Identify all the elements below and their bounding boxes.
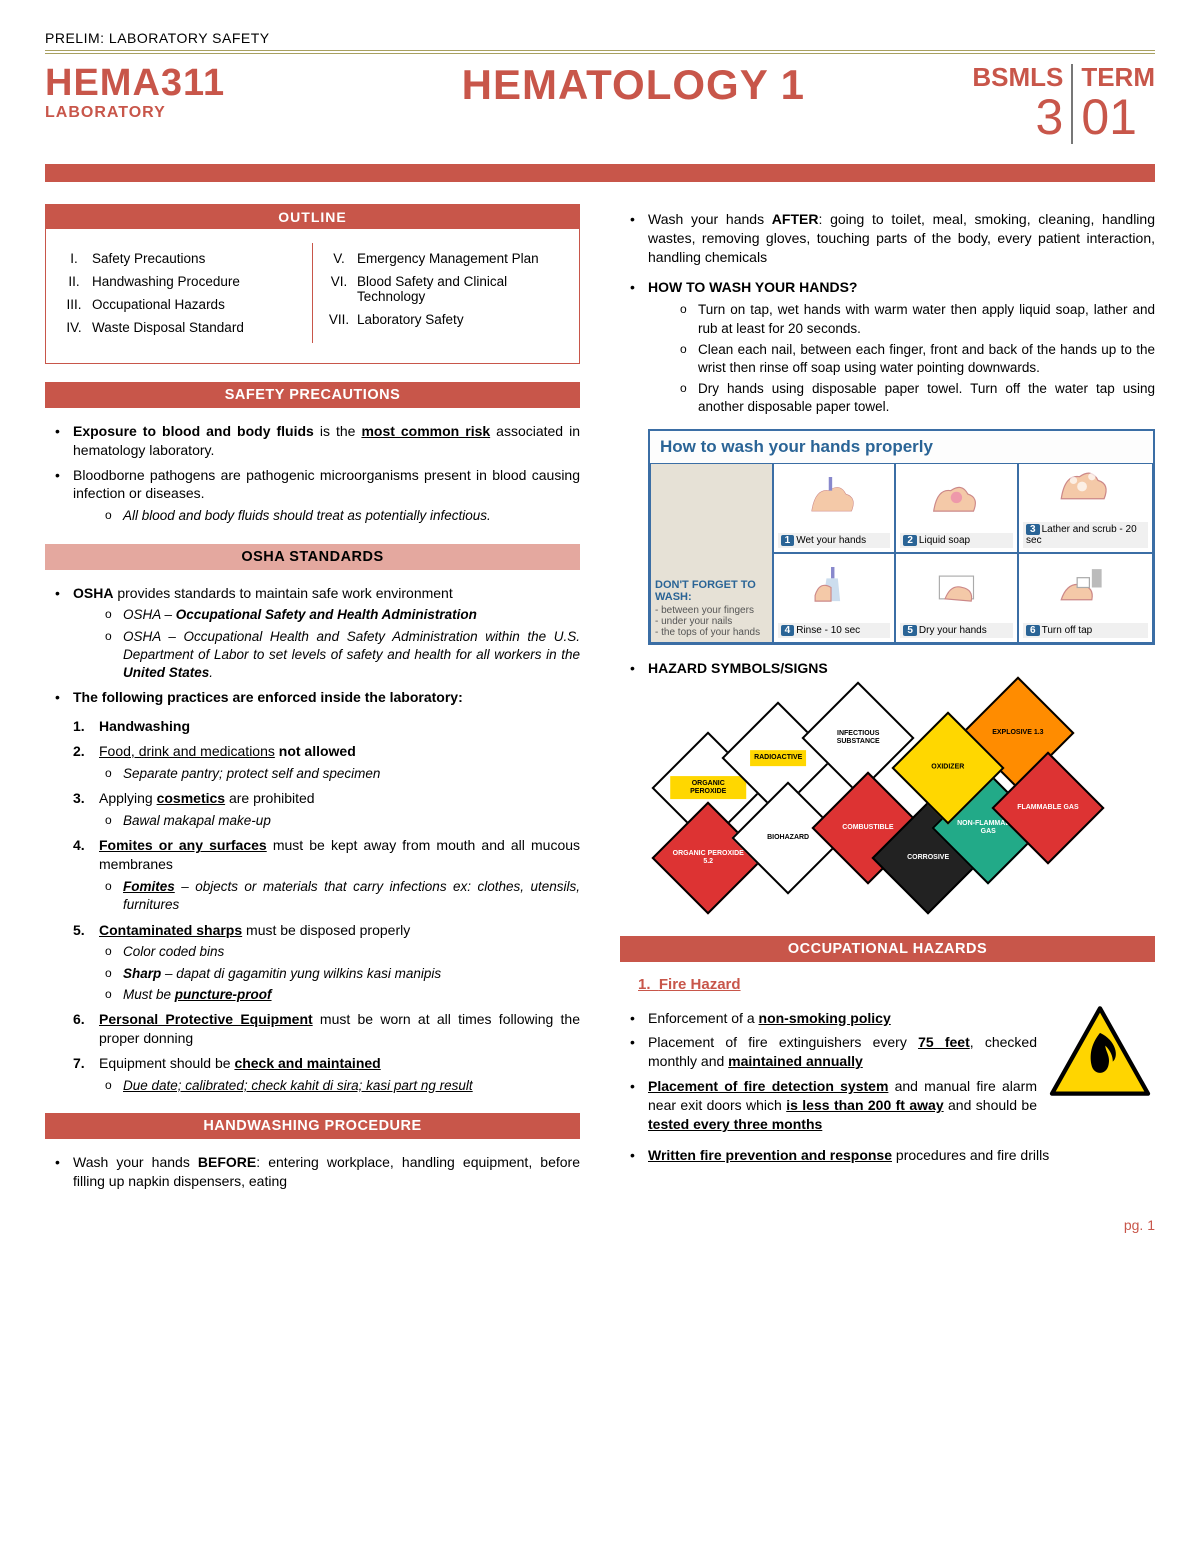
- sub-item: Fomites – objects or materials that carr…: [73, 878, 580, 914]
- list-item: HAZARD SYMBOLS/SIGNS: [620, 659, 1155, 678]
- howto-list: HOW TO WASH YOUR HANDS? Turn on tap, wet…: [620, 278, 1155, 416]
- sub-item: Due date; calibrated; check kahit di sir…: [73, 1077, 580, 1095]
- fire-list: Enforcement of a non-smoking policy Plac…: [620, 1009, 1037, 1134]
- sub-item: Color coded bins: [73, 943, 580, 961]
- hr-top-1: [45, 50, 1155, 51]
- fig-cell-5: 5Dry your hands: [895, 553, 1018, 643]
- outline-left: I.Safety Precautions II.Handwashing Proc…: [56, 243, 304, 343]
- num-item: Personal Protective Equipment must be wo…: [73, 1010, 580, 1048]
- figure-grid: 1Wet your hands 2Liquid soap 3Lather and…: [650, 463, 1153, 643]
- sub-item: Dry hands using disposable paper towel. …: [648, 380, 1155, 416]
- num-item: Handwashing: [73, 717, 580, 736]
- fig-cell-1: 1Wet your hands: [773, 463, 896, 553]
- sub-item: Must be puncture-proof: [73, 986, 580, 1004]
- list-item: Bloodborne pathogens are pathogenic micr…: [45, 466, 580, 526]
- fig-cell-3: 3Lather and scrub - 20 sec: [1018, 463, 1153, 553]
- list-item: Wash your hands BEFORE: entering workpla…: [45, 1153, 580, 1191]
- red-bar: [45, 164, 1155, 182]
- num-item: Food, drink and medications not allowed …: [73, 742, 580, 783]
- outline-item: IV.Waste Disposal Standard: [56, 320, 304, 335]
- list-item: Wash your hands AFTER: going to toilet, …: [620, 210, 1155, 267]
- hands-icon: [795, 567, 874, 613]
- right-column: Wash your hands AFTER: going to toilet, …: [620, 204, 1155, 1197]
- hazard-heading: HAZARD SYMBOLS/SIGNS: [620, 659, 1155, 678]
- sub-item: Clean each nail, between each finger, fr…: [648, 341, 1155, 377]
- fire-row: Enforcement of a non-smoking policy Plac…: [620, 1003, 1155, 1140]
- outline-title: OUTLINE: [46, 205, 579, 229]
- header-right: BSMLS 3 TERM 01: [911, 64, 1155, 144]
- term-num: 01: [1081, 91, 1155, 144]
- osha-list: OSHA provides standards to maintain safe…: [45, 584, 580, 1095]
- outline-item: VII.Laboratory Safety: [321, 312, 569, 327]
- outline-item: I.Safety Precautions: [56, 251, 304, 266]
- sub-item: OSHA – Occupational Safety and Health Ad…: [73, 606, 580, 624]
- sub-item: OSHA – Occupational Health and Safety Ad…: [73, 628, 580, 683]
- outline-item: VI.Blood Safety and Clinical Technology: [321, 274, 569, 304]
- list-item: Placement of fire detection system and m…: [620, 1077, 1037, 1134]
- page-number: pg. 1: [45, 1217, 1155, 1233]
- term-label: TERM: [1081, 64, 1155, 91]
- course-code: HEMA311: [45, 64, 356, 102]
- lab-label: LABORATORY: [45, 104, 356, 122]
- section-osha: OSHA STANDARDS: [45, 544, 580, 570]
- list-item: Placement of fire extinguishers every 75…: [620, 1033, 1037, 1071]
- hands-icon: [917, 567, 996, 613]
- sub-item: Separate pantry; protect self and specim…: [73, 765, 580, 783]
- fire-list-2: Written fire prevention and response pro…: [620, 1146, 1155, 1165]
- section-occupational: OCCUPATIONAL HAZARDS: [620, 936, 1155, 962]
- left-column: OUTLINE I.Safety Precautions II.Handwash…: [45, 204, 580, 1197]
- section-safety: SAFETY PRECAUTIONS: [45, 382, 580, 408]
- num-item: Fomites or any surfaces must be kept awa…: [73, 836, 580, 914]
- list-item: Enforcement of a non-smoking policy: [620, 1009, 1037, 1028]
- list-item: OSHA provides standards to maintain safe…: [45, 584, 580, 683]
- header-center: HEMATOLOGY 1: [356, 64, 911, 106]
- hands-icon: [795, 477, 874, 523]
- list-item: HOW TO WASH YOUR HANDS? Turn on tap, wet…: [620, 278, 1155, 416]
- outline-box: OUTLINE I.Safety Precautions II.Handwash…: [45, 204, 580, 364]
- num-item: Equipment should be check and maintained…: [73, 1054, 580, 1095]
- sub-item: All blood and body fluids should treat a…: [73, 507, 580, 525]
- header-left: HEMA311 LABORATORY: [45, 64, 356, 122]
- outline-item: V.Emergency Management Plan: [321, 251, 569, 266]
- hands-icon: [917, 477, 996, 523]
- fire-hazard-heading: 1. Fire Hazard: [638, 976, 1155, 993]
- term-box: BSMLS 3 TERM 01: [972, 64, 1155, 144]
- outline-sep: [312, 243, 313, 343]
- num-item: Contaminated sharps must be disposed pro…: [73, 921, 580, 1005]
- header-row: HEMA311 LABORATORY HEMATOLOGY 1 BSMLS 3 …: [45, 64, 1155, 144]
- handwash-list: Wash your hands BEFORE: entering workpla…: [45, 1153, 580, 1191]
- fig-cell-4: 4Rinse - 10 sec: [773, 553, 896, 643]
- list-item: The following practices are enforced ins…: [45, 688, 580, 1095]
- sub-item: Bawal makapal make-up: [73, 812, 580, 830]
- hazard-symbols: ORGANIC PEROXIDE RADIOACTIVE INFECTIOUS …: [648, 688, 1155, 918]
- course-title: HEMATOLOGY 1: [356, 64, 911, 106]
- outline-right: V.Emergency Management Plan VI.Blood Saf…: [321, 243, 569, 343]
- fig-tip: DON'T FORGET TO WASH: - between your fin…: [650, 463, 773, 643]
- safety-list: Exposure to blood and body fluids is the…: [45, 422, 580, 526]
- fig-cell-6: 6Turn off tap: [1018, 553, 1153, 643]
- bsmls-num: 3: [972, 91, 1063, 144]
- prelim-line: PRELIM: LABORATORY SAFETY: [45, 30, 1155, 46]
- bsmls-label: BSMLS: [972, 64, 1063, 91]
- fig-cell-2: 2Liquid soap: [895, 463, 1018, 553]
- outline-body: I.Safety Precautions II.Handwashing Proc…: [46, 229, 579, 363]
- term-sep: [1071, 64, 1073, 144]
- list-item: Written fire prevention and response pro…: [620, 1146, 1155, 1165]
- fire-triangle-icon: [1045, 1003, 1155, 1099]
- hands-icon: [1042, 563, 1129, 612]
- hands-icon: [1042, 462, 1129, 511]
- sub-item: Turn on tap, wet hands with warm water t…: [648, 301, 1155, 337]
- outline-item: II.Handwashing Procedure: [56, 274, 304, 289]
- handwash-after: Wash your hands AFTER: going to toilet, …: [620, 210, 1155, 267]
- list-item: Exposure to blood and body fluids is the…: [45, 422, 580, 460]
- handwash-figure: How to wash your hands properly 1Wet you…: [648, 429, 1155, 645]
- num-item: Applying cosmetics are prohibited Bawal …: [73, 789, 580, 830]
- section-handwash: HANDWASHING PROCEDURE: [45, 1113, 580, 1139]
- outline-item: III.Occupational Hazards: [56, 297, 304, 312]
- hr-top-2: [45, 53, 1155, 54]
- columns: OUTLINE I.Safety Precautions II.Handwash…: [45, 204, 1155, 1197]
- sub-item: Sharp – dapat di gagamitin yung wilkins …: [73, 965, 580, 983]
